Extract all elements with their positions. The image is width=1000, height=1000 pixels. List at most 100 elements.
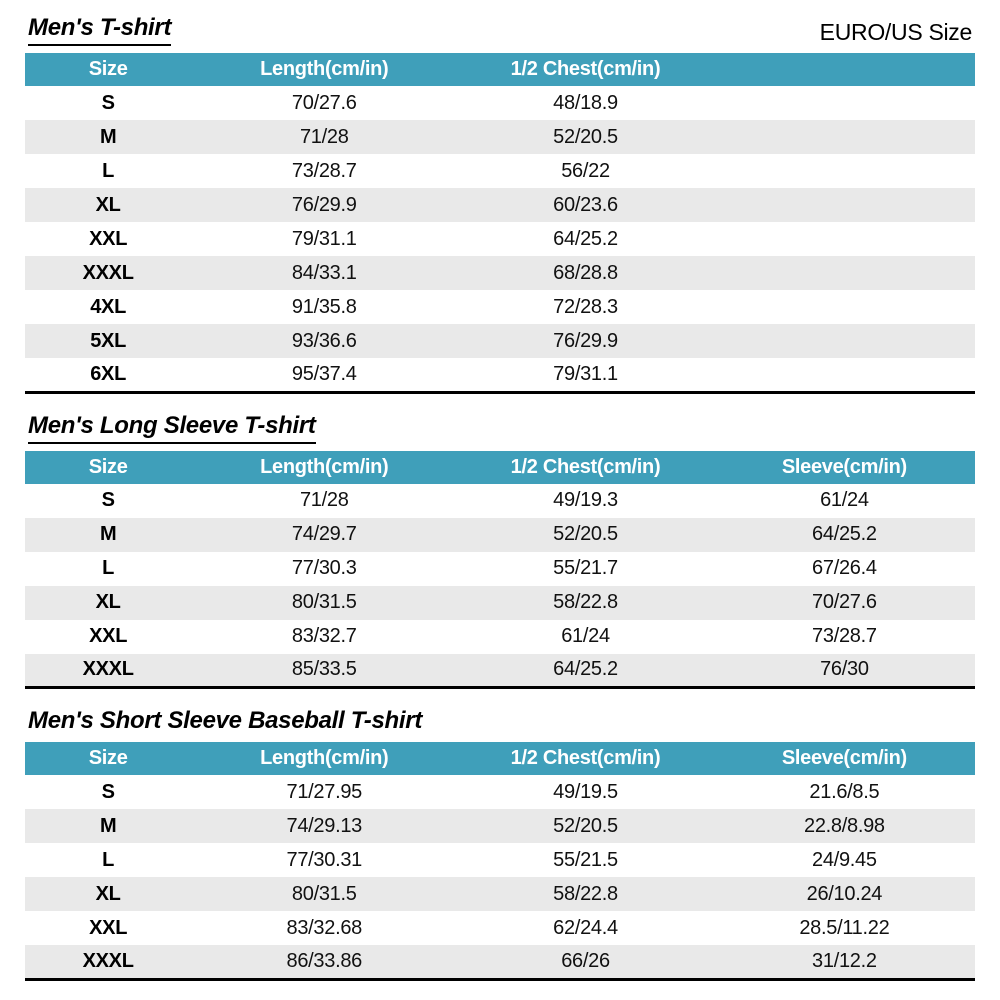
value-cell: 60/23.6 <box>553 193 618 216</box>
table-row: M 71/28 52/20.5 <box>25 120 975 154</box>
value-cell <box>714 256 975 290</box>
value-cell <box>714 290 975 324</box>
column-header: 1/2 Chest(cm/in) <box>457 742 714 775</box>
value-cell: 80/31.5 <box>291 591 357 613</box>
column-header: Length(cm/in) <box>191 53 458 86</box>
value-cell: 77/30.31 <box>286 848 363 871</box>
column-header: Sleeve(cm/in) <box>713 450 975 484</box>
header-row: Size Length(cm/in) 1/2 Chest(cm/in) Sleeve(… <box>25 742 975 775</box>
column-header-empty <box>713 53 975 86</box>
value-cell: 52/20.5 <box>553 523 618 545</box>
value-cell <box>714 120 975 154</box>
table-row: XXL 83/32.7 61/24 73/28.7 <box>25 620 975 654</box>
value-cell: 21.6/8.5 <box>809 780 880 803</box>
value-cell <box>714 86 975 120</box>
value-cell: 71/28 <box>299 489 349 511</box>
table-row: L 77/30.3 55/21.7 67/26.4 <box>25 552 975 586</box>
value-cell: 55/21.5 <box>553 848 618 871</box>
table-row: M 74/29.7 52/20.5 64/25.2 <box>25 517 975 552</box>
title-row: Men's Short Sleeve Baseball T-shirt <box>28 707 972 735</box>
size-cell: XXXL <box>82 261 134 284</box>
value-cell: 49/19.3 <box>553 489 618 511</box>
value-cell: 24/9.45 <box>812 848 877 871</box>
table-row: M 74/29.13 52/20.5 22.8/8.98 <box>25 809 975 843</box>
table-row: 6XL 95/37.4 79/31.1 <box>25 358 975 392</box>
value-cell: 71/27.95 <box>286 780 363 803</box>
value-cell: 76/29.9 <box>291 193 357 216</box>
size-standard-label: EURO/US Size <box>819 19 973 45</box>
size-cell: M <box>99 125 117 148</box>
value-cell: 67/26.4 <box>812 557 877 579</box>
title-row: Men's Long Sleeve T-shirt <box>28 412 972 444</box>
table-row: XL 76/29.9 60/23.6 <box>25 188 975 222</box>
table-title: Men's Short Sleeve Baseball T-shirt <box>28 707 423 734</box>
table-row: 4XL 91/35.8 72/28.3 <box>25 290 975 324</box>
value-cell: 77/30.3 <box>291 557 357 579</box>
value-cell: 73/28.7 <box>812 625 877 647</box>
title-row: Men's T-shirt EURO/US Size <box>28 14 972 46</box>
value-cell: 66/26 <box>561 949 610 972</box>
value-cell: 74/29.13 <box>286 814 363 837</box>
value-cell <box>714 154 975 188</box>
value-cell: 86/33.86 <box>286 949 363 972</box>
section-mens-tshirt: Men's T-shirt EURO/US Size Size Length(cm… <box>25 14 975 394</box>
value-cell: 79/31.1 <box>553 362 618 385</box>
value-cell: 64/25.2 <box>553 227 618 250</box>
size-cell: S <box>101 780 115 803</box>
table-row: L 77/30.31 55/21.5 24/9.45 <box>25 843 975 877</box>
value-cell <box>714 222 975 256</box>
size-cell: L <box>102 848 115 871</box>
table-row: 5XL 93/36.6 76/29.9 <box>25 324 975 358</box>
value-cell <box>714 324 975 358</box>
value-cell: 85/33.5 <box>291 658 357 681</box>
size-cell: L <box>102 557 115 579</box>
value-cell: 91/35.8 <box>291 295 357 318</box>
section-mens-long-sleeve-tshirt: Men's Long Sleeve T-shirt Size Length(cm/… <box>25 412 975 689</box>
size-cell: XXXL <box>82 949 134 972</box>
value-cell: 71/28 <box>299 125 349 148</box>
value-cell: 64/25.2 <box>553 658 618 681</box>
table-row: XXXL 84/33.1 68/28.8 <box>25 256 975 290</box>
size-cell: M <box>99 523 117 545</box>
value-cell: 70/27.6 <box>291 91 357 114</box>
table-row: S 70/27.6 48/18.9 <box>25 86 975 120</box>
size-cell: XXL <box>89 625 128 647</box>
column-header: Size <box>25 742 192 775</box>
size-cell: XXL <box>89 227 128 250</box>
table-row: XXXL 85/33.5 64/25.2 76/30 <box>25 653 975 688</box>
size-cell: S <box>101 91 115 114</box>
value-cell: 73/28.7 <box>291 159 357 182</box>
column-header: Length(cm/in) <box>191 450 458 484</box>
value-cell: 49/19.5 <box>553 780 618 803</box>
section-mens-short-sleeve-baseball-tshirt: Men's Short Sleeve Baseball T-shirt Size… <box>25 707 975 981</box>
size-cell: 4XL <box>90 295 127 318</box>
value-cell: 84/33.1 <box>291 261 357 284</box>
table-row: S 71/28 49/19.3 61/24 <box>25 484 975 518</box>
column-header: Sleeve(cm/in) <box>713 742 975 775</box>
size-cell: 5XL <box>90 329 127 352</box>
value-cell: 31/12.2 <box>812 949 877 972</box>
value-cell: 22.8/8.98 <box>804 814 885 837</box>
value-cell: 28.5/11.22 <box>799 916 890 939</box>
value-cell: 62/24.4 <box>553 916 618 939</box>
size-cell: XXL <box>89 916 128 939</box>
value-cell: 26/10.24 <box>806 882 883 905</box>
size-cell: S <box>101 489 115 511</box>
table-row: S 71/27.95 49/19.5 21.6/8.5 <box>25 775 975 809</box>
table-row: XXL 79/31.1 64/25.2 <box>25 222 975 256</box>
table-row: XXL 83/32.68 62/24.4 28.5/11.22 <box>25 911 975 945</box>
value-cell: 83/32.68 <box>286 916 363 939</box>
size-cell: XXXL <box>82 658 134 681</box>
value-cell: 83/32.7 <box>291 625 357 647</box>
value-cell: 56/22 <box>561 159 610 182</box>
size-table-mens-long-sleeve-tshirt: Size Length(cm/in) 1/2 Chest(cm/in) Sleeve(… <box>25 450 975 689</box>
header-row: Size Length(cm/in) 1/2 Chest(cm/in) <box>25 53 975 86</box>
size-table-mens-short-sleeve-baseball-tshirt: Size Length(cm/in) 1/2 Chest(cm/in) Sleeve(… <box>25 742 975 981</box>
table-row: XXXL 86/33.86 66/26 31/12.2 <box>25 945 975 979</box>
column-header: Length(cm/in) <box>191 742 458 775</box>
table-row: XL 80/31.5 58/22.8 70/27.6 <box>25 585 975 620</box>
column-header: 1/2 Chest(cm/in) <box>457 53 714 86</box>
table-title: Men's T-shirt <box>28 14 171 46</box>
size-cell: XL <box>95 591 121 613</box>
